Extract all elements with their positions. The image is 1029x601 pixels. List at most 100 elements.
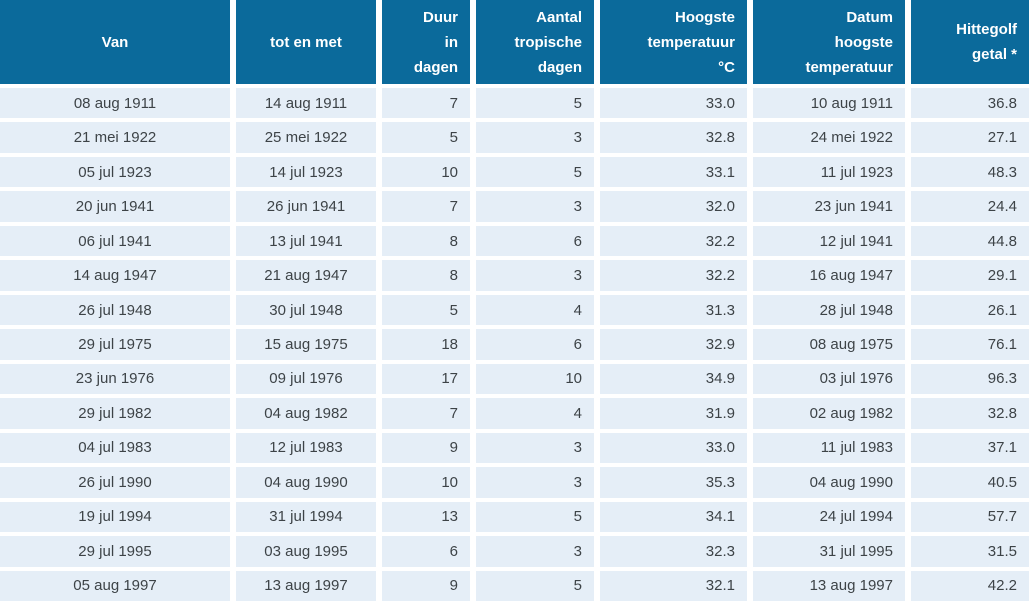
table-cell: 34.1 <box>600 501 747 533</box>
column-header-duur-in-dagen: Duur in dagen <box>382 0 470 84</box>
table-cell: 13 <box>382 501 470 533</box>
table-cell: 15 aug 1975 <box>236 329 376 360</box>
table-cell: 8 <box>382 225 470 257</box>
table-cell: 37.1 <box>911 432 1029 464</box>
table-cell: 17 <box>382 363 470 395</box>
column-header-tot-en-met: tot en met <box>236 0 376 84</box>
table-cell: 36.8 <box>911 88 1029 119</box>
table-cell: 32.8 <box>600 122 747 153</box>
table-cell: 33.0 <box>600 432 747 464</box>
table-cell: 5 <box>382 294 470 326</box>
table-cell: 08 aug 1911 <box>0 88 230 119</box>
table-cell: 27.1 <box>911 122 1029 153</box>
table-cell: 76.1 <box>911 329 1029 360</box>
table-cell: 21 mei 1922 <box>0 122 230 153</box>
table-cell: 34.9 <box>600 363 747 395</box>
column-header-datum-hoogste-temperatuur: Datum hoogste temperatuur <box>753 0 905 84</box>
table-cell: 33.0 <box>600 88 747 119</box>
table-cell: 3 <box>476 260 594 291</box>
table-cell: 29 jul 1982 <box>0 398 230 429</box>
table-cell: 13 aug 1997 <box>753 570 905 601</box>
table-cell: 35.3 <box>600 467 747 498</box>
table-cell: 09 jul 1976 <box>236 363 376 395</box>
table-cell: 10 <box>476 363 594 395</box>
table-cell: 04 aug 1990 <box>753 467 905 498</box>
table-cell: 05 aug 1997 <box>0 570 230 601</box>
table-cell: 30 jul 1948 <box>236 294 376 326</box>
table-cell: 04 jul 1983 <box>0 432 230 464</box>
table-cell: 23 jun 1976 <box>0 363 230 395</box>
table-cell: 4 <box>476 398 594 429</box>
table-cell: 6 <box>382 536 470 567</box>
table-cell: 05 jul 1923 <box>0 156 230 188</box>
table-cell: 18 <box>382 329 470 360</box>
table-cell: 32.0 <box>600 191 747 222</box>
table-cell: 13 jul 1941 <box>236 225 376 257</box>
column-header-hittegolf-getal: Hittegolf getal * <box>911 0 1029 84</box>
table-cell: 02 aug 1982 <box>753 398 905 429</box>
table-cell: 10 <box>382 467 470 498</box>
table-cell: 16 aug 1947 <box>753 260 905 291</box>
table-cell: 8 <box>382 260 470 291</box>
table-cell: 33.1 <box>600 156 747 188</box>
table-cell: 04 aug 1990 <box>236 467 376 498</box>
table-cell: 13 aug 1997 <box>236 570 376 601</box>
table-cell: 12 jul 1941 <box>753 225 905 257</box>
table-cell: 11 jul 1983 <box>753 432 905 464</box>
table-cell: 26 jul 1990 <box>0 467 230 498</box>
table-cell: 44.8 <box>911 225 1029 257</box>
table-cell: 19 jul 1994 <box>0 501 230 533</box>
table-cell: 40.5 <box>911 467 1029 498</box>
table-cell: 7 <box>382 398 470 429</box>
table-cell: 3 <box>476 122 594 153</box>
table-cell: 48.3 <box>911 156 1029 188</box>
table-cell: 5 <box>476 156 594 188</box>
table-cell: 32.3 <box>600 536 747 567</box>
table-cell: 10 aug 1911 <box>753 88 905 119</box>
table-cell: 03 jul 1976 <box>753 363 905 395</box>
table-cell: 12 jul 1983 <box>236 432 376 464</box>
table-cell: 3 <box>476 191 594 222</box>
column-header-van: Van <box>0 0 230 84</box>
table-cell: 24 mei 1922 <box>753 122 905 153</box>
table-cell: 25 mei 1922 <box>236 122 376 153</box>
table-cell: 3 <box>476 432 594 464</box>
table-cell: 26 jul 1948 <box>0 294 230 326</box>
column-header-aantal-tropische-dagen: Aantal tropische dagen <box>476 0 594 84</box>
table-cell: 4 <box>476 294 594 326</box>
table-cell: 26 jun 1941 <box>236 191 376 222</box>
table-cell: 24 jul 1994 <box>753 501 905 533</box>
table-cell: 31.5 <box>911 536 1029 567</box>
table-cell: 08 aug 1975 <box>753 329 905 360</box>
table-cell: 20 jun 1941 <box>0 191 230 222</box>
table-cell: 57.7 <box>911 501 1029 533</box>
table-cell: 3 <box>476 536 594 567</box>
column-header-hoogste-temperatuur: Hoogste temperatuur °C <box>600 0 747 84</box>
table-cell: 26.1 <box>911 294 1029 326</box>
table-cell: 32.1 <box>600 570 747 601</box>
table-cell: 10 <box>382 156 470 188</box>
table-cell: 04 aug 1982 <box>236 398 376 429</box>
table-cell: 6 <box>476 225 594 257</box>
table-cell: 5 <box>382 122 470 153</box>
table-cell: 31.3 <box>600 294 747 326</box>
table-cell: 3 <box>476 467 594 498</box>
table-cell: 28 jul 1948 <box>753 294 905 326</box>
table-cell: 14 aug 1947 <box>0 260 230 291</box>
table-cell: 5 <box>476 570 594 601</box>
table-cell: 96.3 <box>911 363 1029 395</box>
table-cell: 31 jul 1994 <box>236 501 376 533</box>
table-cell: 7 <box>382 191 470 222</box>
table-cell: 23 jun 1941 <box>753 191 905 222</box>
table-cell: 31.9 <box>600 398 747 429</box>
table-cell: 11 jul 1923 <box>753 156 905 188</box>
table-cell: 42.2 <box>911 570 1029 601</box>
table-cell: 32.2 <box>600 225 747 257</box>
table-cell: 31 jul 1995 <box>753 536 905 567</box>
table-cell: 29.1 <box>911 260 1029 291</box>
table-cell: 32.2 <box>600 260 747 291</box>
table-cell: 29 jul 1975 <box>0 329 230 360</box>
table-cell: 14 aug 1911 <box>236 88 376 119</box>
table-cell: 9 <box>382 432 470 464</box>
